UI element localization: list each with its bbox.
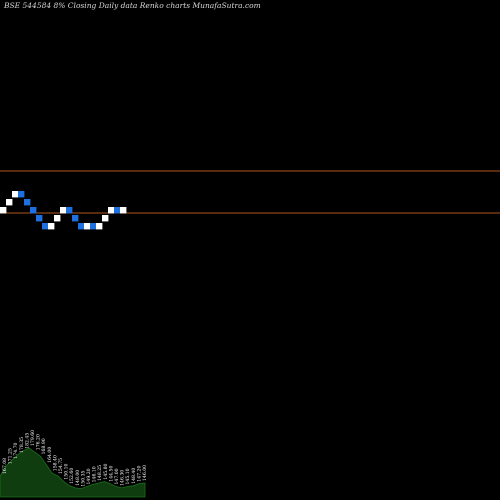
renko-brick xyxy=(114,207,121,214)
chart-title: BSE 544584 8% Closing Daily data Renko c… xyxy=(3,1,261,10)
volume-label: 144.50 xyxy=(108,466,114,482)
volume-label: 146.10 xyxy=(92,466,98,482)
volume-label: 167.08 xyxy=(2,458,8,474)
volume-label: 174.70 xyxy=(13,442,19,458)
volume-label: 146.30 xyxy=(120,470,126,486)
renko-brick xyxy=(6,199,13,206)
renko-brick xyxy=(54,215,61,222)
renko-brick xyxy=(72,215,79,222)
volume-label: 158.40 xyxy=(52,455,58,471)
volume-label: 150.35 xyxy=(80,470,86,486)
volume-label: 182.45 xyxy=(24,433,30,449)
reference-lines xyxy=(0,170,500,214)
volume-area-shape xyxy=(0,447,146,498)
renko-brick xyxy=(36,215,43,222)
volume-label: 171.25 xyxy=(8,448,14,464)
volume-label: 178.35 xyxy=(19,437,25,453)
volume-label: 164.00 xyxy=(47,447,53,463)
renko-bricks xyxy=(0,191,127,230)
volume-label: 147.00 xyxy=(114,468,120,484)
volume-label: 145.80 xyxy=(103,463,109,479)
renko-brick xyxy=(12,191,19,198)
volume-label: 152.60 xyxy=(69,468,75,484)
volume-label: 176.20 xyxy=(36,434,42,450)
renko-brick xyxy=(48,223,55,230)
renko-brick xyxy=(120,207,127,214)
volume-label: 148.25 xyxy=(97,465,103,481)
volume-label: 154.75 xyxy=(58,458,64,474)
renko-brick xyxy=(18,191,25,198)
renko-brick xyxy=(96,223,103,230)
renko-brick xyxy=(42,223,49,230)
volume-label: 148.40 xyxy=(131,468,137,484)
renko-brick xyxy=(90,223,97,230)
volume-label: 150.10 xyxy=(64,463,70,479)
volume-label: 168.90 xyxy=(41,438,47,454)
renko-brick xyxy=(60,207,67,214)
renko-brick xyxy=(66,207,73,214)
renko-brick xyxy=(108,207,115,214)
renko-brick xyxy=(24,199,31,206)
renko-brick xyxy=(30,207,37,214)
volume-label: 179.60 xyxy=(30,430,36,446)
volume-label: 146.00 xyxy=(142,465,148,481)
renko-brick xyxy=(78,223,85,230)
volume-label: 147.20 xyxy=(136,466,142,482)
renko-brick xyxy=(102,215,109,222)
volume-label: 149.20 xyxy=(86,468,92,484)
renko-brick xyxy=(0,207,7,214)
volume-label: 148.00 xyxy=(75,470,81,486)
volume-label: 145.10 xyxy=(125,468,131,484)
renko-brick xyxy=(84,223,91,230)
